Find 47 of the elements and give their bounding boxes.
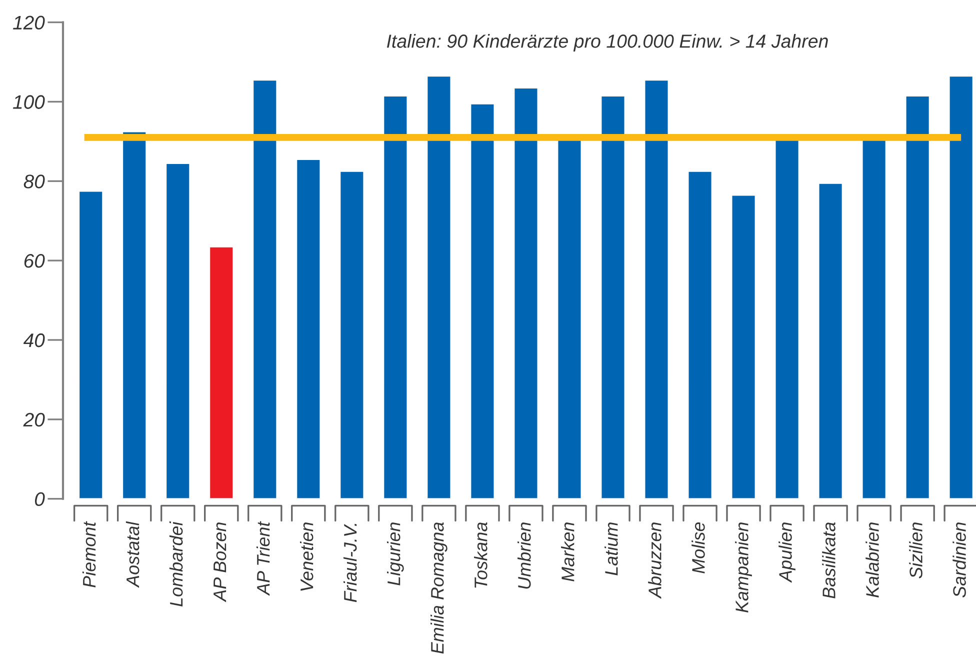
bar (208, 246, 234, 499)
bar (382, 95, 408, 499)
y-tick-label: 0 (34, 492, 45, 506)
x-tick-label: Kampanien (735, 522, 752, 612)
x-tick-label: Venetien (300, 522, 314, 591)
x-tick-label: Kalabrien (866, 522, 879, 598)
x-tick-label: Latium (604, 522, 618, 576)
x-tick-label: Emilia Romagna (430, 522, 448, 654)
y-tick-label: 120 (13, 16, 45, 30)
bar (470, 103, 496, 499)
y-tick-label: 100 (13, 95, 45, 109)
y-tick-label: 40 (23, 333, 45, 348)
bar (122, 130, 148, 499)
bar (730, 194, 756, 499)
x-tick-label: Piemont (82, 521, 96, 588)
x-tick-label: Friaul-J.V. (344, 524, 357, 602)
y-tick-label: 80 (24, 174, 45, 188)
bar (600, 95, 626, 499)
bar (78, 190, 104, 499)
y-tick-label: 60 (24, 254, 45, 268)
y-tick-label: 20 (23, 412, 45, 427)
x-tick-label: Aostatal (126, 521, 140, 588)
bar (644, 79, 670, 499)
bar (818, 182, 844, 499)
x-tick-label: Abruzzen (648, 522, 662, 599)
x-tick-label: AP Trient (256, 521, 270, 596)
bar (252, 79, 278, 499)
x-tick-label: Ligurien (387, 522, 404, 586)
x-tick-label: Umbrien (518, 522, 531, 589)
x-tick-label: Molise (692, 522, 705, 574)
bar (165, 162, 191, 499)
bar (426, 75, 452, 499)
bar (296, 158, 322, 499)
bar (904, 95, 930, 499)
x-tick-label: Apulien (778, 522, 796, 583)
x-tick-label: Basilikata (822, 522, 836, 598)
bar (339, 170, 365, 499)
x-tick-label: Lombardei (169, 521, 183, 606)
x-tick-label: Sizilien (909, 522, 922, 578)
x-tick-label: Toskana (474, 522, 488, 588)
x-tick-label: AP Bozen (214, 522, 226, 602)
bar (513, 87, 539, 499)
annotation: Italien: 90 Kinderärzte pro 100.000 Einw. > 14 Jahren (386, 34, 828, 52)
x-tick-label: Marken (561, 522, 574, 582)
bar (948, 75, 974, 499)
bar (687, 170, 713, 499)
x-tick-label: Sardinien (952, 522, 966, 598)
